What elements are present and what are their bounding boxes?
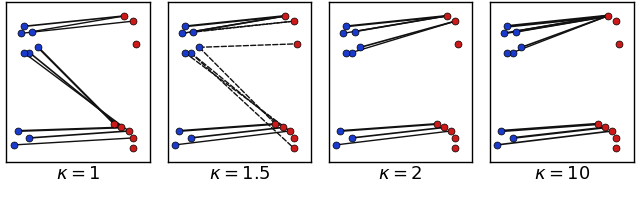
X-axis label: $\kappa = 2$: $\kappa = 2$ [378, 165, 423, 183]
X-axis label: $\kappa = 1.5$: $\kappa = 1.5$ [209, 165, 270, 183]
X-axis label: $\kappa = 1$: $\kappa = 1$ [56, 165, 100, 183]
X-axis label: $\kappa = 10$: $\kappa = 10$ [534, 165, 590, 183]
